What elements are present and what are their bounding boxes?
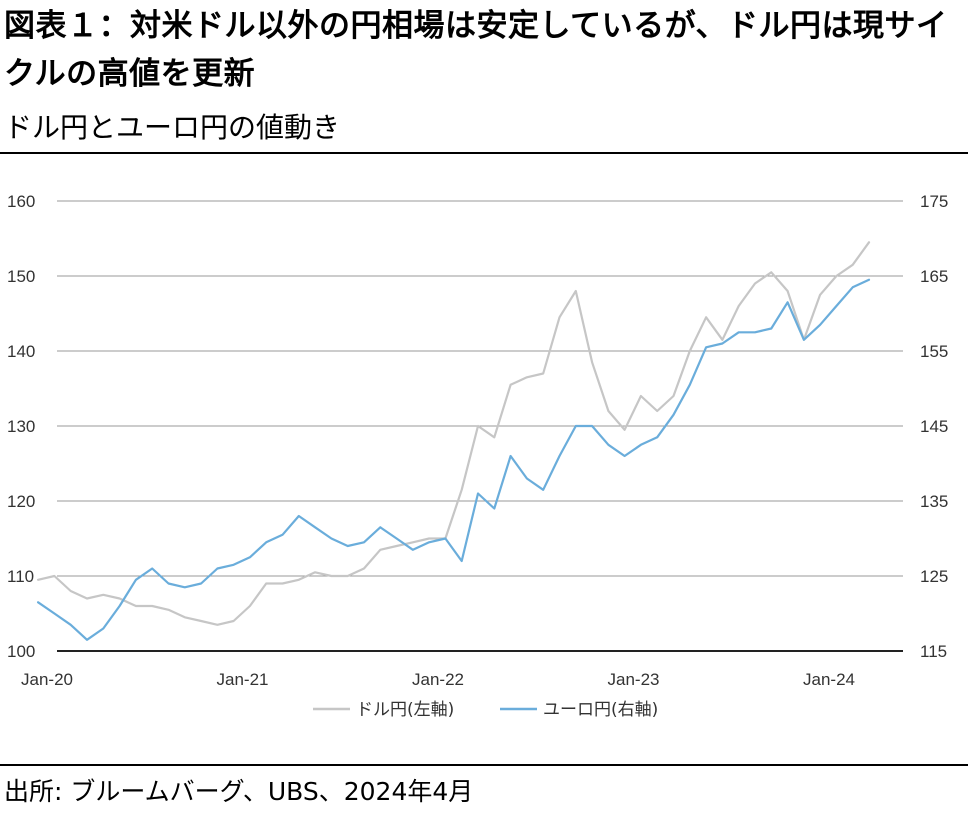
series-lines <box>36 241 871 641</box>
right-axis-tick-label: 115 <box>920 642 947 661</box>
chart-subtitle: ドル円とユーロ円の値動き <box>4 111 341 144</box>
legend: ドル円(左軸) ユーロ円(右軸) <box>313 700 658 720</box>
top-divider <box>0 152 968 154</box>
gridlines <box>57 200 903 652</box>
x-axis-tick-label: Jan-24 <box>803 670 855 689</box>
x-axis-tick-label: Jan-21 <box>217 670 269 689</box>
legend-label-eurjpy: ユーロ円(右軸) <box>543 700 658 720</box>
right-axis-tick-label: 125 <box>920 567 948 586</box>
x-axis-tick-label: Jan-23 <box>608 670 660 689</box>
left-axis-tick-label: 100 <box>7 642 35 661</box>
left-axis-tick-label: 110 <box>7 567 34 586</box>
left-axis-tick-label: 150 <box>7 267 35 286</box>
x-axis-tick-label: Jan-22 <box>412 670 464 689</box>
bottom-divider <box>0 764 968 766</box>
right-axis-tick-label: 155 <box>920 342 948 361</box>
x-axis-tick-label: Jan-20 <box>21 670 73 689</box>
right-axis-ticks: 115 125 135 145 155 165 175 <box>920 192 948 661</box>
x-axis-ticks: Jan-20 Jan-21 Jan-22 Jan-23 Jan-24 <box>21 670 855 689</box>
line-chart: 100 110 120 130 140 150 160 115 125 135 145 155 165… <box>7 192 948 720</box>
left-axis-tick-label: 160 <box>7 192 35 211</box>
chart-title: 図表１：対米ドル以外の円相場は安定しているが、ドル円は現サイクルの高値を更新 <box>4 8 948 92</box>
source-note: 出所: ブルームバーグ、UBS、2024年4月 <box>4 777 474 806</box>
left-axis-tick-label: 120 <box>7 492 35 511</box>
right-axis-tick-label: 175 <box>920 192 948 211</box>
left-axis-tick-label: 130 <box>7 417 35 436</box>
left-axis-ticks: 100 110 120 130 140 150 160 <box>7 192 35 661</box>
right-axis-tick-label: 135 <box>920 492 948 511</box>
usdjpy-line <box>36 241 871 626</box>
legend-label-usdjpy: ドル円(左軸) <box>356 700 454 720</box>
left-axis-tick-label: 140 <box>7 342 35 361</box>
eurjpy-line <box>36 278 871 641</box>
right-axis-tick-label: 145 <box>920 417 948 436</box>
right-axis-tick-label: 165 <box>920 267 948 286</box>
